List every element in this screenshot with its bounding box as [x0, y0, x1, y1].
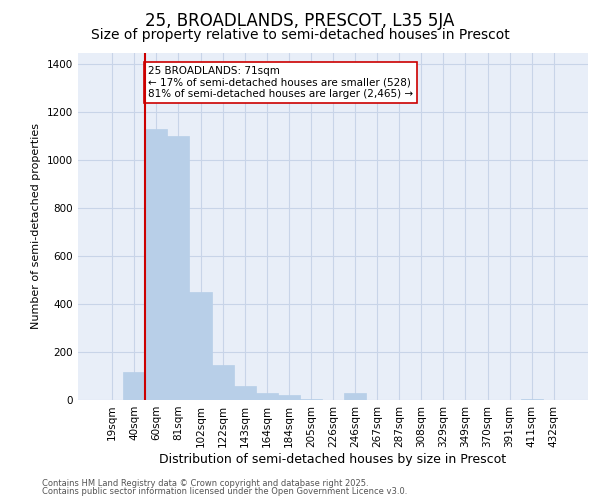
Text: Size of property relative to semi-detached houses in Prescot: Size of property relative to semi-detach…: [91, 28, 509, 42]
Y-axis label: Number of semi-detached properties: Number of semi-detached properties: [31, 123, 41, 329]
Bar: [278, 395, 300, 400]
Bar: [233, 386, 256, 400]
Text: 25, BROADLANDS, PRESCOT, L35 5JA: 25, BROADLANDS, PRESCOT, L35 5JA: [145, 12, 455, 30]
X-axis label: Distribution of semi-detached houses by size in Prescot: Distribution of semi-detached houses by …: [160, 452, 506, 466]
Text: Contains public sector information licensed under the Open Government Licence v3: Contains public sector information licen…: [42, 487, 407, 496]
Text: Contains HM Land Registry data © Crown copyright and database right 2025.: Contains HM Land Registry data © Crown c…: [42, 478, 368, 488]
Bar: [145, 129, 167, 400]
Text: 25 BROADLANDS: 71sqm
← 17% of semi-detached houses are smaller (528)
81% of semi: 25 BROADLANDS: 71sqm ← 17% of semi-detac…: [148, 66, 413, 99]
Bar: [300, 399, 322, 400]
Bar: [344, 393, 366, 400]
Bar: [256, 393, 278, 400]
Bar: [167, 136, 190, 400]
Bar: [212, 365, 233, 400]
Bar: [123, 372, 145, 400]
Bar: [190, 292, 212, 400]
Bar: [521, 399, 543, 400]
